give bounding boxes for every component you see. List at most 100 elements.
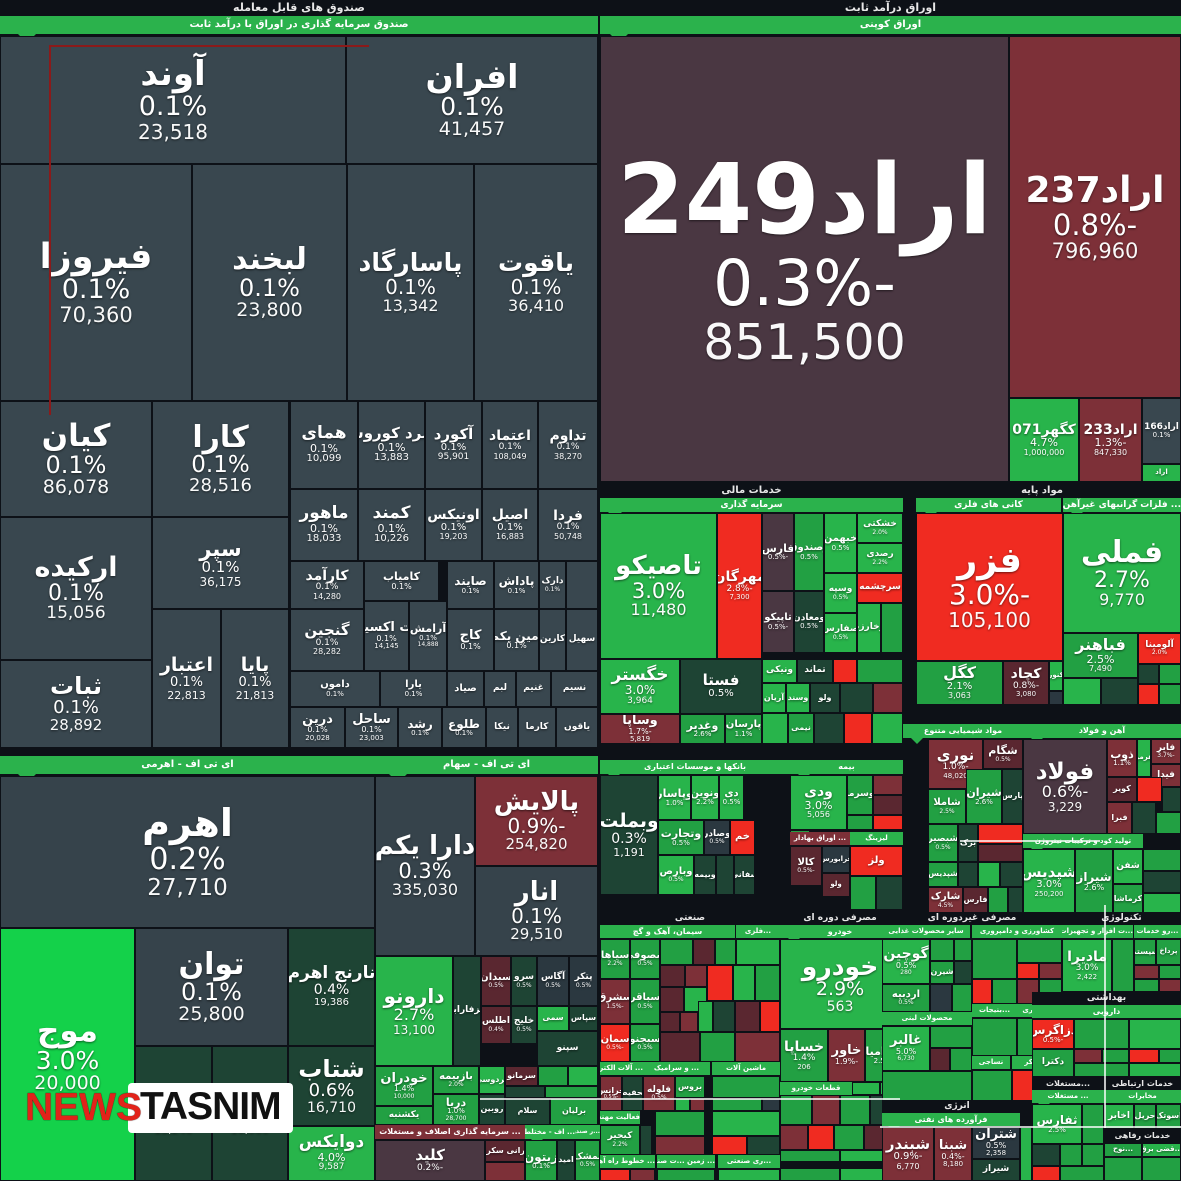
tile-fund[interactable]: ماهور 0.1% 18,033 — [290, 489, 358, 561]
tile-stock[interactable] — [1017, 963, 1039, 979]
tile-fund[interactable]: افران 0.1% 41,457 — [346, 36, 598, 164]
tile-stock[interactable]: خشکتی 2.0% — [857, 513, 903, 543]
tile-stock[interactable] — [1060, 1144, 1082, 1166]
tile-etf[interactable]: دریا 1.0% 28,700 — [433, 1094, 479, 1125]
tile-stock[interactable] — [680, 1012, 698, 1032]
tile-stock[interactable] — [857, 659, 903, 683]
tile-stock[interactable]: کلید -0.2% — [375, 1140, 485, 1181]
tile-stock[interactable] — [1142, 1157, 1181, 1181]
tile-stock[interactable] — [660, 965, 685, 987]
tile-stock[interactable]: گوچین 0.5% 280 — [882, 939, 930, 984]
tile-stock[interactable] — [1101, 678, 1138, 705]
tile-stock[interactable]: سصوفی 0.5% — [630, 939, 660, 979]
tile-stock[interactable] — [1143, 849, 1181, 871]
tile-etf[interactable]: بازبیمه 2.0% — [433, 1066, 479, 1094]
tile-fund[interactable]: اعتماد 0.1% 108,049 — [482, 401, 538, 489]
tile-stock[interactable]: سشرق -1.5% — [600, 979, 630, 1024]
tile-fund[interactable]: نسیم — [551, 671, 598, 707]
tile-stock[interactable]: تاصیکو 3.0% 11,480 — [600, 513, 717, 659]
tile-paper[interactable]: اراد249 -0.3% 851,500 — [600, 36, 1009, 482]
tile-etf[interactable]: اطلس 0.4% — [481, 1006, 511, 1044]
tile-stock[interactable]: فرابورس — [822, 846, 850, 873]
tile-fund[interactable]: لبخند 0.1% 23,800 — [192, 164, 347, 401]
tile-stock[interactable] — [1074, 1049, 1102, 1063]
tile-paper[interactable]: اراد166 0.1% — [1142, 398, 1181, 464]
tile-stock[interactable]: تاپیکو -0.5% — [762, 591, 794, 653]
tile-fund[interactable]: لبم — [484, 671, 516, 707]
tile-fund[interactable]: یاقوت 0.1% 36,410 — [474, 164, 598, 401]
tile-stock[interactable] — [872, 713, 903, 744]
tile-stock[interactable] — [876, 876, 903, 910]
tile-stock[interactable] — [760, 1001, 780, 1032]
tile-fund[interactable]: آرامش 0.1% 14,888 — [409, 601, 447, 671]
tile-stock[interactable] — [834, 1125, 864, 1150]
tile-stock[interactable]: ذوب 1.1% — [1107, 739, 1137, 777]
tile-stock[interactable] — [712, 1076, 780, 1098]
tile-etf[interactable]: سپنو — [537, 1031, 598, 1066]
tile-stock[interactable] — [833, 659, 857, 683]
tile-stock[interactable] — [712, 1136, 747, 1155]
tile-stock[interactable]: شفن — [1113, 849, 1143, 884]
tile-fund[interactable]: درین 0.1% 20,028 — [290, 707, 345, 748]
tile-stock[interactable] — [733, 965, 755, 1001]
tile-fund[interactable]: امین یکم 0.1% — [494, 609, 539, 671]
tile-stock[interactable] — [847, 815, 873, 830]
tile-stock[interactable] — [685, 965, 707, 987]
tile-stock[interactable]: چرانس -0.5% — [600, 1076, 622, 1111]
tile-stock[interactable]: ومعادن 0.5% — [794, 591, 824, 653]
tile-stock[interactable]: ودی 3.0% 5,056 — [790, 775, 847, 830]
tile-stock[interactable] — [736, 939, 780, 965]
tile-stock[interactable] — [882, 1071, 972, 1102]
tile-stock[interactable] — [700, 1032, 735, 1062]
tile-fund[interactable]: ثبات 0.1% 28,892 — [0, 660, 152, 748]
tile-stock[interactable]: فارس -0.5% — [762, 513, 794, 591]
tile-stock[interactable]: کرماشا — [1113, 884, 1143, 914]
tile-stock[interactable]: فملی 2.7% 9,770 — [1063, 513, 1181, 633]
tile-stock[interactable] — [1112, 939, 1134, 992]
tile-etf[interactable]: موج 3.0% 20,000 — [0, 928, 135, 1181]
tile-stock[interactable] — [1008, 887, 1023, 914]
tile-stock[interactable]: کویر — [1107, 777, 1137, 802]
tile-stock[interactable] — [992, 979, 1017, 1004]
tile-stock[interactable]: تماند — [797, 659, 833, 683]
tile-stock[interactable] — [972, 1018, 1017, 1056]
tile-stock[interactable]: کنور — [1049, 661, 1063, 691]
tile-fund[interactable]: اصیل 0.1% 16,883 — [482, 489, 538, 561]
tile-stock[interactable]: شاملا 2.5% — [928, 789, 966, 824]
tile-stock[interactable]: وصندوق 0.5% — [794, 513, 824, 591]
tile-etf[interactable]: انار 0.1% 29,510 — [475, 866, 598, 956]
tile-fund[interactable]: پایا 0.1% 21,813 — [221, 609, 289, 748]
tile-stock[interactable]: خاور -1.9% — [828, 1029, 865, 1082]
tile-paper[interactable]: اراد233 -1.3% 847,330 — [1079, 398, 1142, 482]
tile-stock[interactable] — [1134, 965, 1159, 979]
tile-fund[interactable]: داموں 0.1% — [290, 671, 380, 707]
tile-stock[interactable]: بحفیط — [622, 1076, 643, 1111]
tile-stock[interactable]: شتران 0.5% 2,358 — [972, 1127, 1020, 1159]
tile-stock[interactable] — [1020, 1127, 1032, 1181]
tile-fund[interactable]: پاسارگاد 0.1% 13,342 — [347, 164, 474, 401]
tile-paper[interactable]: اراد — [1142, 464, 1181, 482]
tile-etf[interactable]: خودران 1.4% 10,000 — [375, 1066, 433, 1106]
tile-etf[interactable] — [545, 1086, 598, 1098]
tile-stock[interactable] — [1159, 664, 1181, 684]
tile-stock[interactable] — [1137, 777, 1162, 802]
tile-stock[interactable] — [735, 1001, 760, 1032]
tile-stock[interactable] — [660, 939, 693, 965]
tile-fund[interactable]: آکورد 0.1% 95,901 — [425, 401, 482, 489]
tile-fund[interactable]: فردا 0.1% 50,748 — [538, 489, 598, 561]
tile-stock[interactable]: شبنا -0.4% 8,180 — [934, 1127, 972, 1181]
tile-fund[interactable]: صیاد — [447, 671, 484, 707]
tile-stock[interactable]: وساپا -1.7% 5,819 — [600, 714, 680, 744]
tile-stock[interactable] — [1039, 963, 1062, 979]
tile-stock[interactable] — [698, 1001, 713, 1032]
tile-stock[interactable] — [972, 1070, 1012, 1102]
tile-stock[interactable]: وسپه 0.5% — [824, 573, 857, 613]
tile-stock[interactable] — [762, 713, 788, 744]
tile-stock[interactable] — [640, 1125, 652, 1155]
tile-stock[interactable] — [1129, 1019, 1181, 1049]
tile-stock[interactable] — [693, 939, 715, 965]
tile-stock[interactable] — [1104, 1157, 1142, 1181]
tile-stock[interactable] — [1138, 664, 1159, 684]
tile-paper[interactable]: کگهر071 4.7% 1,000,000 — [1009, 398, 1079, 482]
tile-stock[interactable]: دزاگرس -0.5% — [1032, 1019, 1074, 1049]
